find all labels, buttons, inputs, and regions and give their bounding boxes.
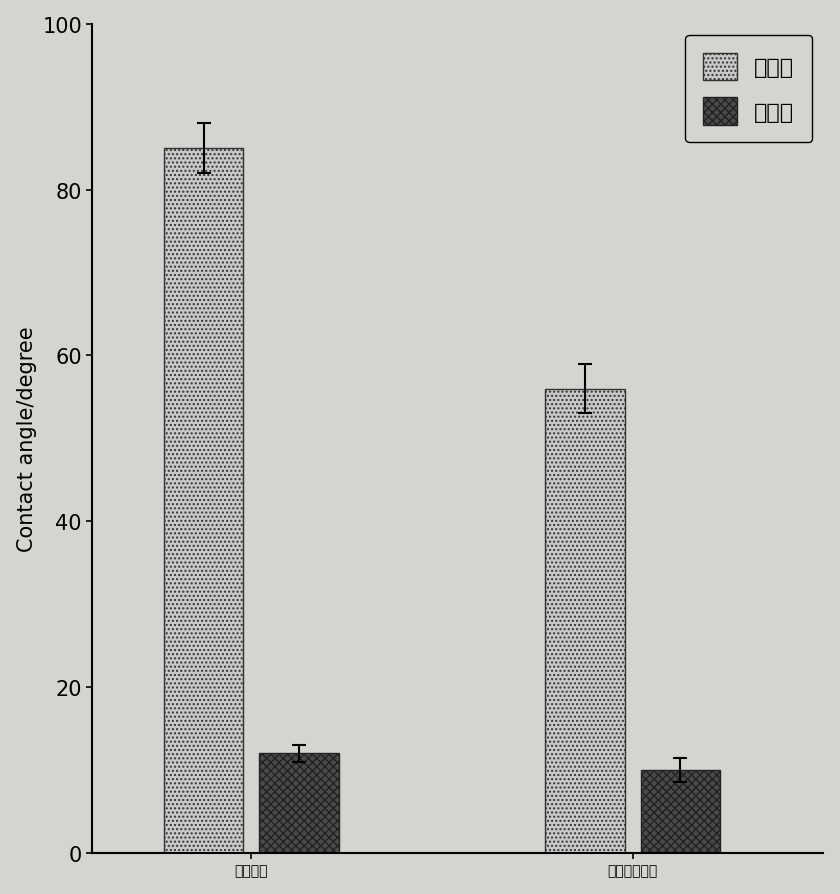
Bar <box>641 770 720 853</box>
Bar <box>260 754 339 853</box>
Bar <box>545 389 625 853</box>
Y-axis label: Contact angle/degree: Contact angle/degree <box>17 326 37 552</box>
Bar <box>164 149 244 853</box>
Legend: 前进角, 后退角: 前进角, 后退角 <box>685 36 812 143</box>
